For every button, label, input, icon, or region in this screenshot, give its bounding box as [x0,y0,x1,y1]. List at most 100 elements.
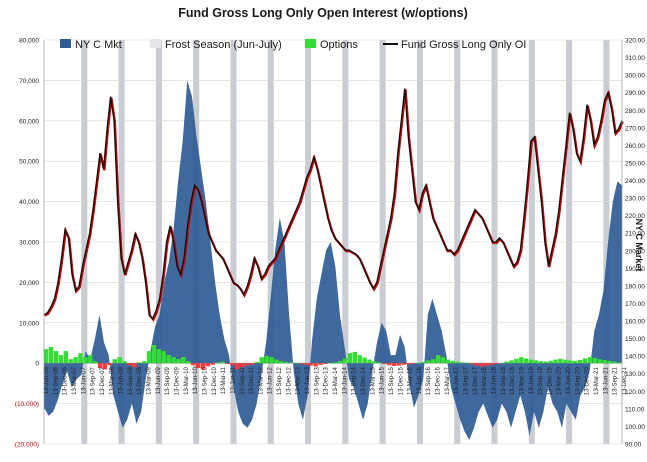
options-bar [416,362,421,364]
options-bar [543,361,549,364]
options-bars [44,345,622,370]
options-bar [519,357,524,364]
x-tick-label: 13-Sep-19 [538,367,544,396]
ny-c-mkt-area-path [44,80,622,441]
x-tick-label: 13-Jun-15 [380,367,386,395]
options-bar [553,359,558,364]
y2-tick-label: 150.00 [625,336,645,343]
x-tick-label: 13-Mar-20 [557,367,563,395]
y-tick-label: 0 [35,361,39,368]
options-bar [406,363,411,365]
options-bar [313,363,318,367]
legend: NY C Mkt Frost Season (Jun-July) Options… [60,39,526,51]
options-bar [421,362,426,364]
options-bar [264,355,269,364]
x-tick-label: 13-Dec-19 [547,367,553,396]
y2-tick-label: 220.00 [625,213,645,220]
options-bar [220,361,225,364]
options-bar [225,363,230,364]
x-tick-label: 13-Sep-21 [613,367,619,396]
x-tick-label: 13-Mar-13 [296,367,302,395]
y-tick-label: 20,000 [19,280,39,287]
x-tick-label: 13-Sep-12 [277,367,283,396]
options-bar [470,363,475,365]
x-tick-label: 13-Mar-14 [333,367,339,395]
options-bar [377,362,382,364]
options-bar [391,363,397,366]
options-bar [318,363,323,365]
options-bar [259,357,264,364]
options-bar [328,362,333,364]
options-bar [323,363,328,364]
x-tick-label: 13-Dec-07 [100,367,106,396]
options-bar [156,349,162,364]
x-tick-label: 13-Mar-21 [594,367,600,395]
options-bar [279,361,284,364]
options-bar [357,355,362,364]
y2-tick-label: 120.00 [625,389,645,396]
options-bar [509,360,514,364]
options-bar [195,363,201,368]
options-bar [367,359,372,364]
x-tick-label: 13-Jun-07 [81,367,87,395]
options-bar [333,362,338,364]
y2-tick-label: 190.00 [625,266,645,273]
options-bar [239,363,245,368]
options-bar [97,363,103,368]
y-tick-label: 60,000 [19,118,39,125]
options-bar [401,363,407,365]
legend-label-options: Options [320,39,358,51]
x-tick-label: 13-Jun-21 [603,367,609,395]
x-tick-label: 13-Sep-13 [314,367,320,396]
legend-label-ny-c-mkt: NY C Mkt [75,39,122,51]
x-tick-label: 13-Jun-19 [529,367,535,395]
x-tick-label: 13-Jun-12 [268,367,274,395]
x-tick-label: 13-Jun-09 [156,367,162,395]
options-bar [396,363,402,366]
options-bar [435,355,441,364]
x-axis: 13-Jun-06 13-Sep-06 13-Dec-06 13-Mar-07 13-J… [44,367,628,396]
y2-tick-label: 260.00 [625,143,645,150]
x-tick-label: 13-Jun-08 [119,367,125,395]
options-bar [205,363,211,367]
x-tick-label: 13-Jun-18 [492,367,498,395]
options-bar [479,363,485,367]
y-tick-label: 80,000 [19,38,39,45]
options-bar [548,360,553,364]
x-tick-label: 13-Dec-20 [585,367,591,396]
options-bar [386,363,392,366]
options-bar [48,347,54,364]
x-tick-label: 13-Dec-13 [324,367,330,396]
options-bar [303,363,309,365]
options-bar [171,357,176,364]
options-bar [112,359,118,364]
x-tick-label: 13-Mar-09 [147,367,153,395]
options-bar [274,359,279,364]
x-tick-label: 13-Sep-10 [203,367,209,396]
options-bar [411,363,416,364]
options-bar [494,363,500,364]
x-tick-label: 13-Sep-09 [165,367,171,396]
y-axis-right: 320.00 310.00 300.00 290.00 280.00 270.00 260.… [625,38,645,449]
options-bar [284,362,289,364]
x-tick-label: 13-Dec-09 [175,367,181,396]
x-tick-label: 13-Dec-08 [137,367,143,396]
options-bar [142,361,147,364]
legend-label-frost-season: Frost Season (Jun-July) [165,39,282,51]
options-bar [200,363,206,370]
options-bar [161,351,167,364]
options-bar [372,361,377,364]
options-bar [63,351,69,364]
legend-label-oi: Fund Gross Long Only OI [401,39,526,51]
options-bar [117,357,122,364]
x-tick-label: 13-Mar-16 [408,367,414,395]
x-tick-label: 13-Jun-06 [44,367,50,395]
options-bar [102,363,108,370]
options-bar [607,360,612,364]
options-bar [342,358,348,364]
options-bar [465,362,470,364]
y-tick-label: 70,000 [19,78,39,85]
x-tick-label: 13-Jun-17 [454,367,460,395]
x-tick-label: 13-Mar-07 [72,367,78,395]
y2-tick-label: 90.00 [625,442,642,449]
